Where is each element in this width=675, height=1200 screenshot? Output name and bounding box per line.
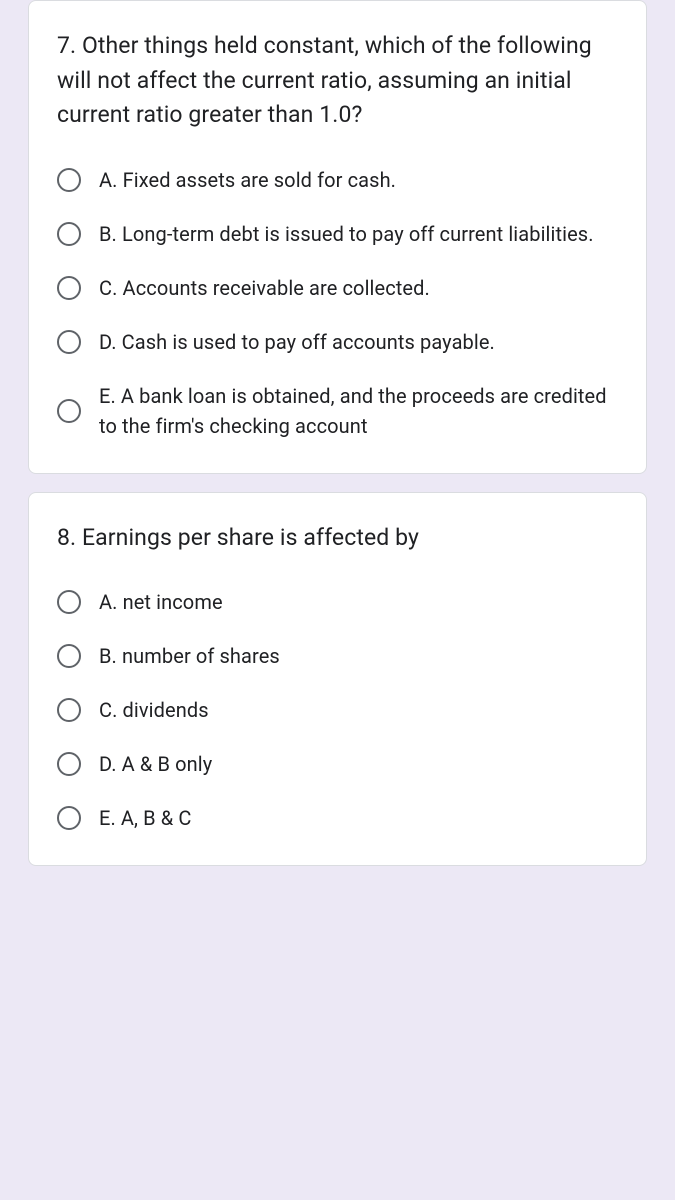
radio-icon[interactable] — [57, 698, 81, 722]
option-label: B. number of shares — [99, 641, 280, 671]
question-card-8: 8. Earnings per share is affected by A. … — [28, 492, 647, 867]
option-row[interactable]: B. Long-term debt is issued to pay off c… — [57, 219, 618, 249]
option-row[interactable]: D. Cash is used to pay off accounts paya… — [57, 327, 618, 357]
option-label: E. A bank loan is obtained, and the proc… — [99, 381, 618, 441]
option-row[interactable]: E. A, B & C — [57, 803, 618, 833]
radio-icon[interactable] — [57, 222, 81, 246]
option-label: B. Long-term debt is issued to pay off c… — [99, 219, 594, 249]
option-row[interactable]: E. A bank loan is obtained, and the proc… — [57, 381, 618, 441]
option-row[interactable]: B. number of shares — [57, 641, 618, 671]
option-row[interactable]: C. Accounts receivable are collected. — [57, 273, 618, 303]
option-label: A. Fixed assets are sold for cash. — [99, 165, 396, 195]
option-row[interactable]: D. A & B only — [57, 749, 618, 779]
option-label: C. dividends — [99, 695, 209, 725]
question-prompt: 7. Other things held constant, which of … — [57, 29, 618, 133]
question-card-7: 7. Other things held constant, which of … — [28, 0, 647, 474]
question-prompt: 8. Earnings per share is affected by — [57, 521, 618, 556]
option-label: C. Accounts receivable are collected. — [99, 273, 430, 303]
radio-icon[interactable] — [57, 168, 81, 192]
radio-icon[interactable] — [57, 590, 81, 614]
radio-icon[interactable] — [57, 276, 81, 300]
option-label: A. net income — [99, 587, 223, 617]
radio-icon[interactable] — [57, 806, 81, 830]
option-label: D. Cash is used to pay off accounts paya… — [99, 327, 495, 357]
option-label: E. A, B & C — [99, 803, 192, 833]
option-row[interactable]: A. Fixed assets are sold for cash. — [57, 165, 618, 195]
radio-icon[interactable] — [57, 330, 81, 354]
radio-icon[interactable] — [57, 752, 81, 776]
option-row[interactable]: A. net income — [57, 587, 618, 617]
radio-icon[interactable] — [57, 644, 81, 668]
radio-icon[interactable] — [57, 399, 81, 423]
option-row[interactable]: C. dividends — [57, 695, 618, 725]
option-label: D. A & B only — [99, 749, 212, 779]
